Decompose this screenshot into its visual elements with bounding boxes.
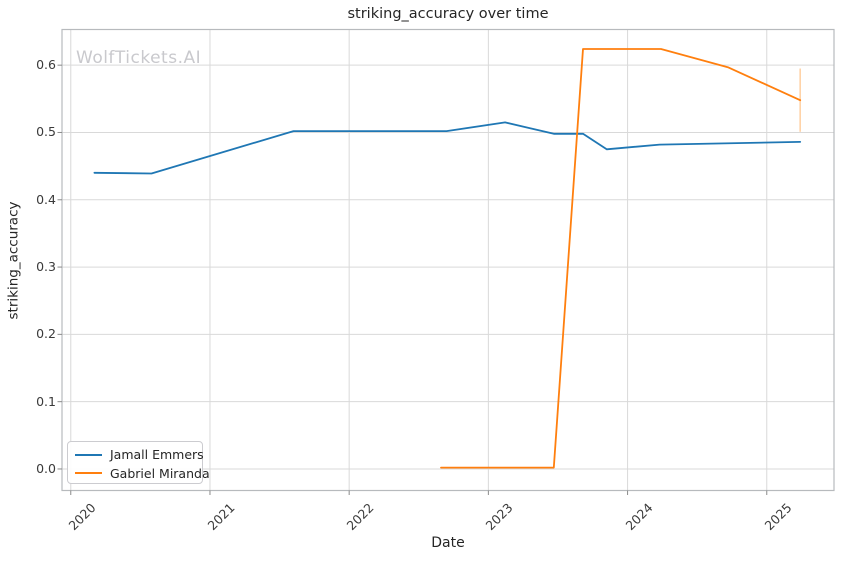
y-tick-label-0.3: 0.3 [36,259,56,275]
y-tick-label-0.6: 0.6 [36,57,56,73]
y-tick-label-0.1: 0.1 [36,393,56,409]
y-tick-label-0.2: 0.2 [36,326,56,342]
legend-label-jamall-emmers: Jamall Emmers [110,447,204,463]
series-line-jamall-emmers [93,121,802,175]
legend-swatch-jamall-emmers [75,453,102,456]
legend: Jamall Emmers Gabriel Miranda [67,441,210,484]
y-tick-label-0.4: 0.4 [36,191,56,207]
legend-label-gabriel-miranda: Gabriel Miranda [110,465,210,481]
watermark: WolfTickets.AI [76,48,202,68]
legend-swatch-gabriel-miranda [75,472,102,475]
chart-title: striking_accuracy over time [347,6,549,22]
legend-item-gabriel-miranda: Gabriel Miranda [75,464,210,482]
y-tick-label-0.0: 0.0 [36,460,56,476]
series-line-gabriel-miranda [440,48,802,469]
y-tick-label-0.5: 0.5 [36,124,56,140]
legend-item-jamall-emmers: Jamall Emmers [75,446,204,464]
plot-border [61,28,835,492]
x-axis-label: Date [431,535,465,551]
